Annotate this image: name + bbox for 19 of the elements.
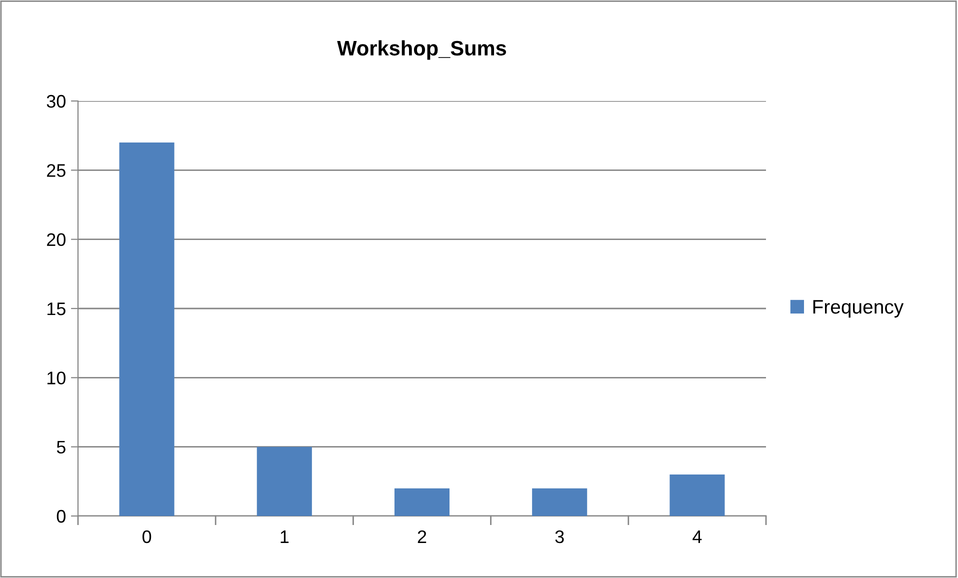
bar — [394, 488, 450, 516]
y-tick-label: 20 — [47, 233, 66, 246]
bar — [670, 474, 725, 516]
bar — [532, 488, 588, 516]
x-tick-label: 4 — [692, 530, 702, 543]
x-tick-label: 1 — [280, 530, 289, 543]
y-tick-label: 5 — [56, 440, 66, 454]
y-tick-label: 10 — [47, 372, 66, 384]
legend-label: Frequency — [813, 300, 904, 318]
y-tick-label: 25 — [47, 164, 66, 177]
bar — [256, 446, 312, 516]
y-tick-label: 30 — [46, 94, 66, 108]
x-tick-label: 2 — [418, 530, 426, 543]
bar — [119, 142, 174, 516]
y-tick-label: 15 — [47, 302, 66, 316]
y-tick-label: 0 — [56, 510, 66, 523]
x-tick-label: 0 — [142, 530, 152, 544]
chart-title: Workshop_Sums — [337, 40, 506, 60]
x-tick-label: 3 — [555, 530, 564, 544]
